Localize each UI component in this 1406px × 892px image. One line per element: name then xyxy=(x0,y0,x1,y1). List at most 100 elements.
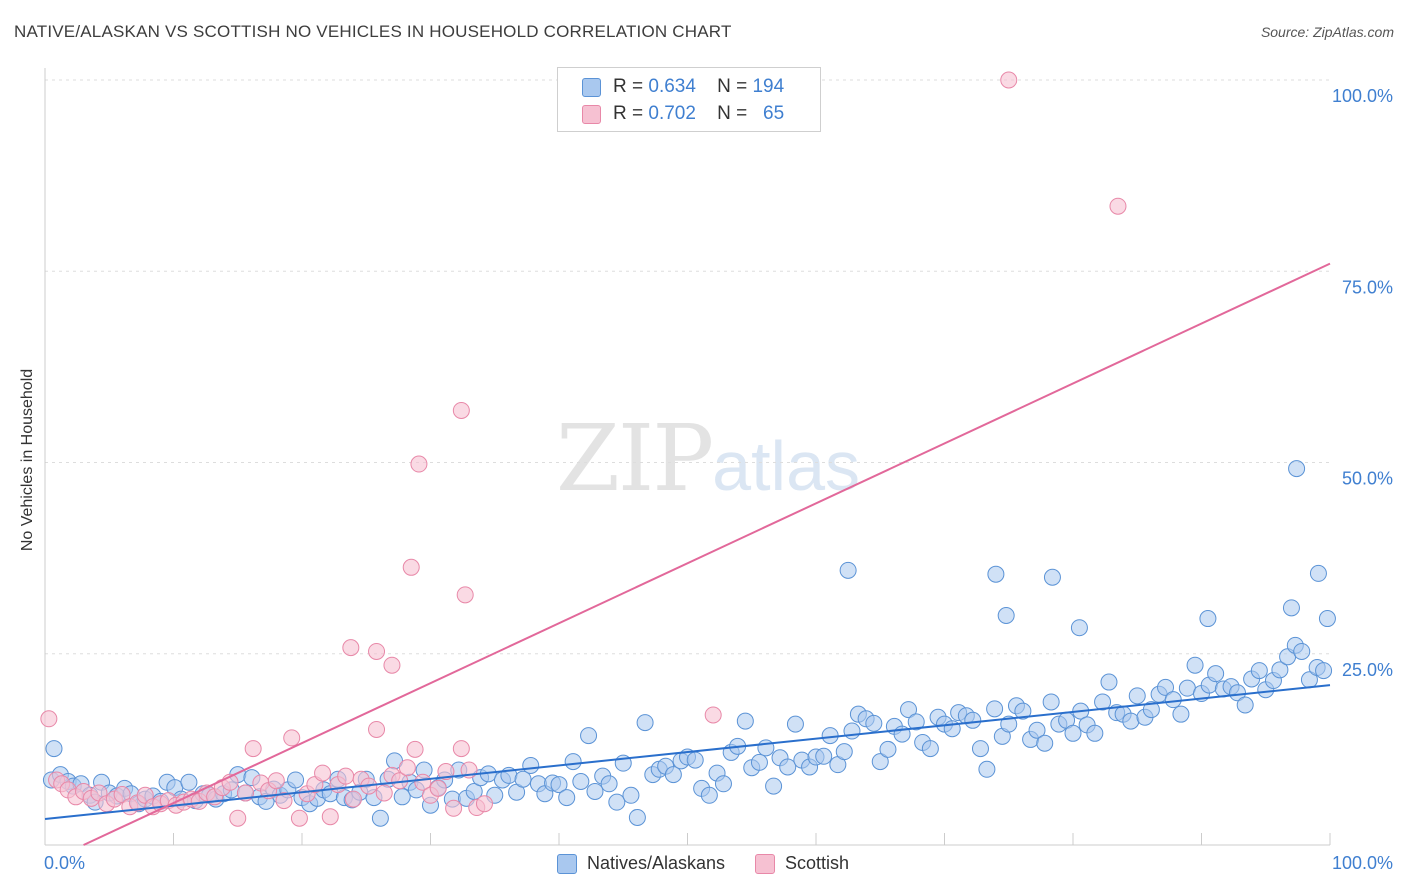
axes xyxy=(44,68,1331,846)
point-scottish xyxy=(383,656,401,674)
point-natives xyxy=(572,773,590,791)
watermark-zip: ZIP xyxy=(556,405,714,512)
point-natives xyxy=(835,743,853,761)
point-scottish xyxy=(398,759,416,777)
point-natives xyxy=(628,808,646,826)
point-scottish xyxy=(452,401,470,419)
point-natives xyxy=(1315,662,1333,680)
point-scottish xyxy=(475,795,493,813)
point-natives xyxy=(1043,568,1061,586)
legend-swatch-natives xyxy=(556,853,577,874)
point-scottish xyxy=(410,455,428,473)
point-natives xyxy=(1122,712,1140,730)
point-natives xyxy=(1086,724,1104,742)
point-natives xyxy=(700,786,718,804)
point-scottish xyxy=(375,784,393,802)
point-scottish xyxy=(406,740,424,758)
point-natives xyxy=(45,740,63,758)
point-natives xyxy=(393,788,411,806)
gridlines xyxy=(45,79,1330,655)
point-natives xyxy=(765,777,783,795)
trend-line-natives xyxy=(44,684,1331,820)
tick-labels: 25.0% 50.0% 75.0% 100.0% 0.0% 100.0% xyxy=(44,86,1393,873)
point-natives xyxy=(1236,696,1254,714)
point-natives xyxy=(786,715,804,733)
point-natives xyxy=(921,740,939,758)
point-natives xyxy=(664,766,682,784)
point-natives xyxy=(907,713,925,731)
point-natives xyxy=(558,789,576,807)
point-scottish xyxy=(452,740,470,758)
y-tick-label: 50.0% xyxy=(1342,469,1393,489)
point-natives xyxy=(550,776,568,794)
watermark: ZIPatlas xyxy=(556,405,860,512)
point-natives xyxy=(1293,642,1311,660)
point-scottish xyxy=(704,706,722,724)
point-scottish xyxy=(275,792,293,810)
point-natives xyxy=(287,771,305,789)
point-scottish xyxy=(113,786,131,804)
point-natives xyxy=(1271,661,1289,679)
point-natives xyxy=(1064,724,1082,742)
point-natives xyxy=(1128,687,1146,705)
point-natives xyxy=(865,714,883,732)
legend-r-label: R = xyxy=(613,76,644,97)
series-scottish-points xyxy=(40,71,1127,827)
point-scottish xyxy=(283,729,301,747)
source-label: Source: ZipAtlas.com xyxy=(1260,24,1394,40)
legend-n-label: N = xyxy=(717,76,748,97)
point-natives xyxy=(1164,691,1182,709)
point-natives xyxy=(180,773,198,791)
point-natives xyxy=(978,760,996,778)
point-natives xyxy=(1028,721,1046,739)
point-scottish xyxy=(244,740,262,758)
trend-lines xyxy=(44,262,1331,846)
y-tick-label: 25.0% xyxy=(1342,660,1393,680)
point-scottish xyxy=(402,558,420,576)
legend-r-label: R = xyxy=(613,103,644,124)
point-natives xyxy=(564,753,582,771)
trend-line-scottish xyxy=(83,262,1331,846)
point-natives xyxy=(839,561,857,579)
point-natives xyxy=(514,770,532,788)
point-scottish xyxy=(445,799,463,817)
point-natives xyxy=(636,714,654,732)
point-natives xyxy=(1288,460,1306,478)
point-natives xyxy=(1042,693,1060,711)
point-natives xyxy=(1228,684,1246,702)
legend-r-value: 0.634 xyxy=(648,76,696,97)
legend-n-value: 194 xyxy=(752,76,785,97)
point-scottish xyxy=(344,790,362,808)
legend-item-scottish[interactable]: Scottish xyxy=(755,853,849,874)
point-scottish xyxy=(1109,197,1127,215)
point-natives xyxy=(1309,564,1327,582)
point-scottish xyxy=(229,809,247,827)
point-natives xyxy=(608,793,626,811)
point-natives xyxy=(1014,702,1032,720)
point-scottish xyxy=(314,764,332,782)
point-natives xyxy=(1070,619,1088,637)
legend-swatch-blue xyxy=(582,77,601,97)
point-natives xyxy=(815,747,833,765)
point-natives xyxy=(1142,701,1160,719)
point-natives xyxy=(714,775,732,793)
point-natives xyxy=(986,700,1004,718)
point-natives xyxy=(1157,678,1175,696)
legend-row-natives: R = 0.634 N = 194 xyxy=(582,75,784,99)
point-natives xyxy=(843,722,861,740)
point-natives xyxy=(586,782,604,800)
y-tick-label: 75.0% xyxy=(1342,277,1393,297)
point-natives xyxy=(1100,673,1118,691)
legend-item-natives[interactable]: Natives/Alaskans xyxy=(556,853,726,874)
point-scottish xyxy=(342,639,360,657)
legend-swatch-scottish xyxy=(755,853,776,874)
point-scottish xyxy=(368,642,386,660)
legend-n-label: N = xyxy=(717,103,748,124)
point-natives xyxy=(736,712,754,730)
stats-legend: R = 0.634 N = 194 R = 0.702 N = 65 xyxy=(557,67,821,132)
point-natives xyxy=(622,786,640,804)
legend-label-natives: Natives/Alaskans xyxy=(586,853,726,873)
legend-r-value: 0.702 xyxy=(648,103,696,124)
point-natives xyxy=(900,701,918,719)
point-natives xyxy=(580,727,598,745)
